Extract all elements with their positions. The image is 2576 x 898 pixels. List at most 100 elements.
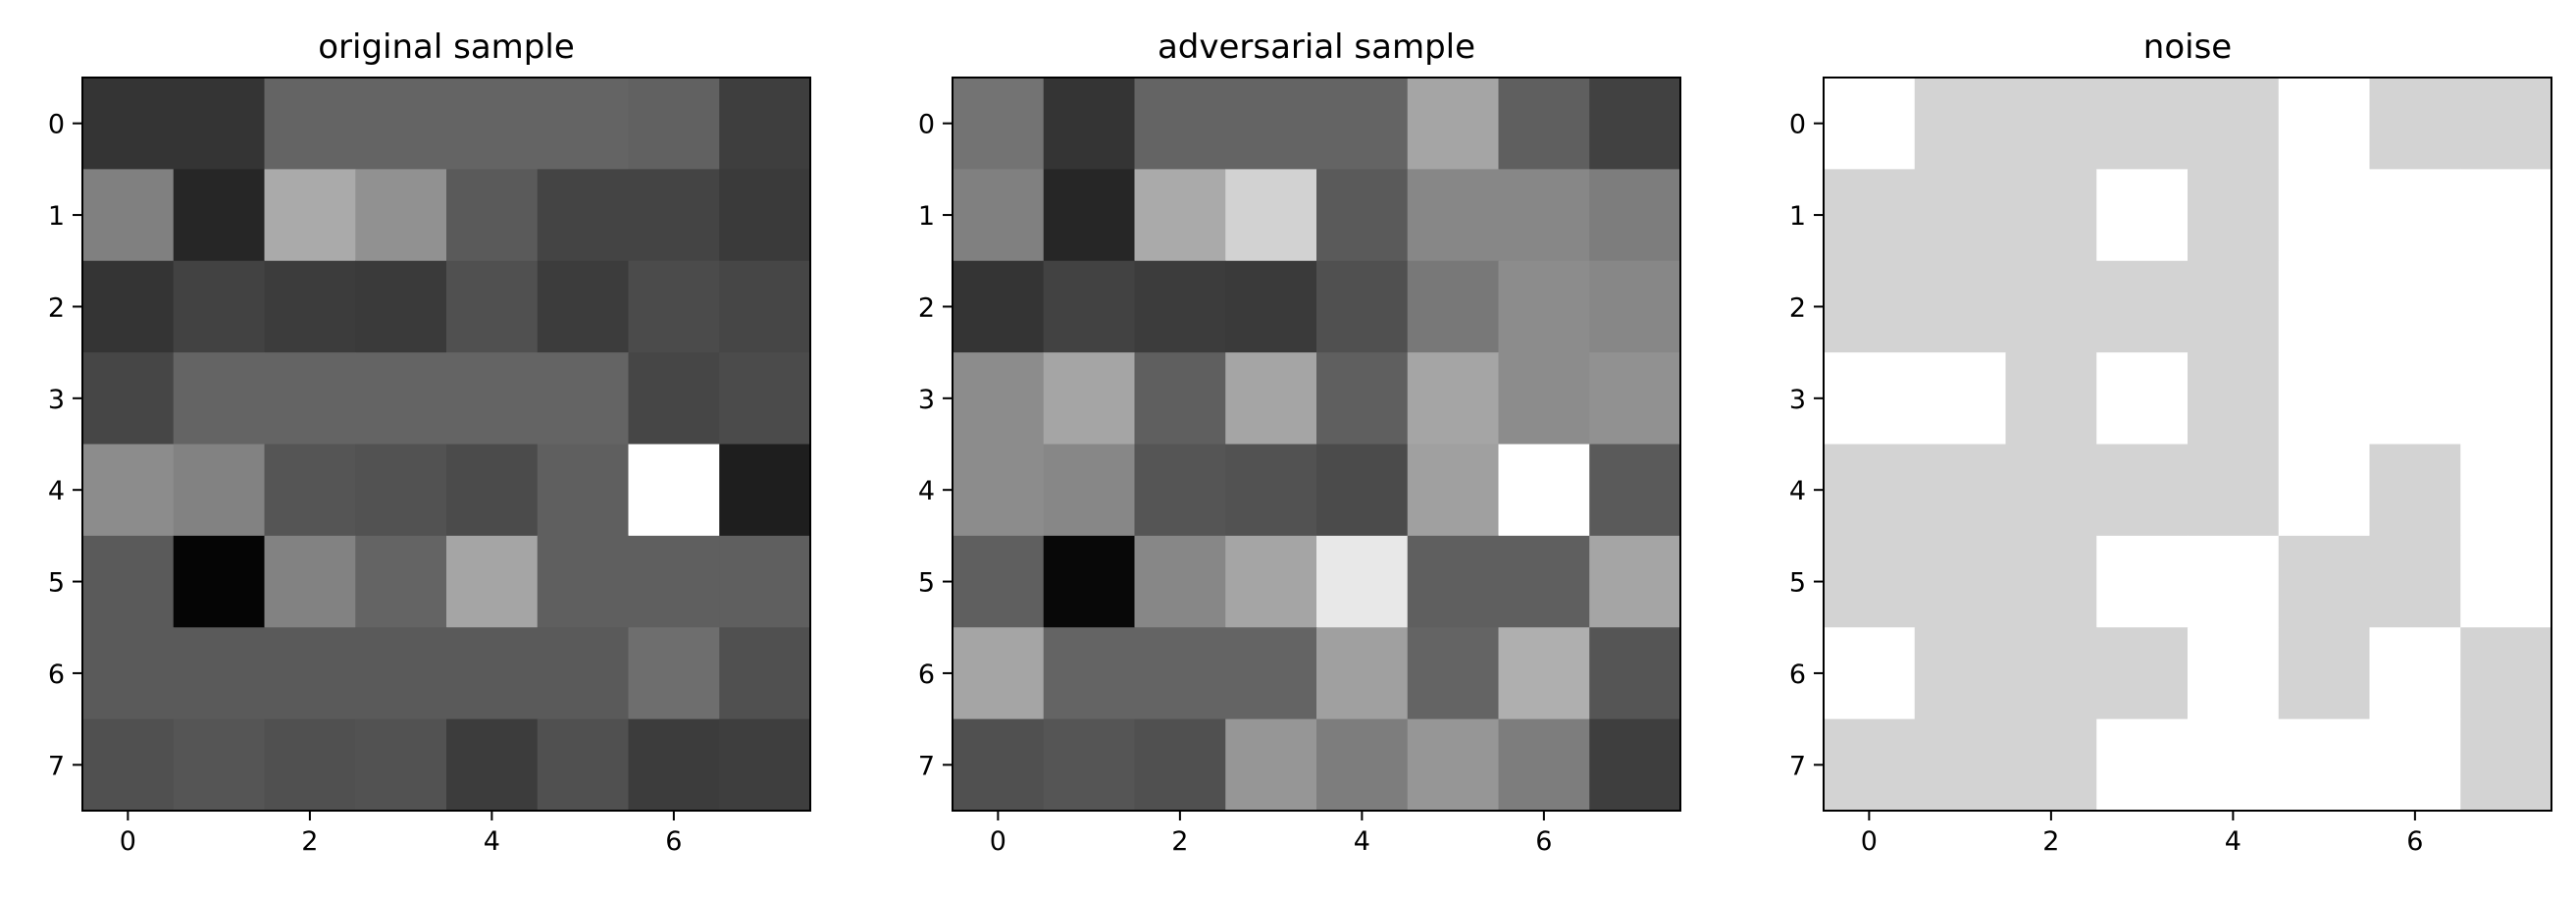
heatmap-cell xyxy=(2460,444,2552,537)
heatmap-cell xyxy=(953,169,1045,262)
heatmap-cell xyxy=(537,535,629,628)
y-tick-label: 4 xyxy=(918,476,935,506)
heatmap-cell xyxy=(1589,444,1681,537)
heatmap-cell xyxy=(1824,444,1916,537)
heatmap-cell xyxy=(628,627,720,720)
heatmap-cell xyxy=(1316,260,1409,353)
heatmap-cell xyxy=(1316,718,1409,812)
heatmap-cell xyxy=(446,78,539,170)
x-tick-label: 4 xyxy=(2225,826,2241,857)
heatmap-cell xyxy=(2369,718,2461,812)
heatmap-cell xyxy=(446,444,539,537)
heatmap-cell xyxy=(264,718,356,812)
heatmap-cell xyxy=(2188,260,2280,353)
heatmap-cell xyxy=(2369,260,2461,353)
heatmap-cell xyxy=(1316,352,1409,445)
heatmap-cell xyxy=(1134,169,1226,262)
heatmap-cell xyxy=(537,444,629,537)
heatmap-cell xyxy=(1824,78,1916,170)
heatmap-cell xyxy=(173,718,265,812)
axes-frame xyxy=(81,77,811,812)
heatmap-cell xyxy=(1134,352,1226,445)
y-tick-label: 7 xyxy=(1789,751,1806,781)
heatmap-cell xyxy=(2096,627,2189,720)
heatmap-cell xyxy=(355,260,447,353)
heatmap-cell xyxy=(1914,718,2006,812)
heatmap-cell xyxy=(173,352,265,445)
heatmap-cell xyxy=(1589,78,1681,170)
heatmap-cell xyxy=(264,169,356,262)
y-tick-label: 7 xyxy=(918,751,935,781)
heatmap-cell xyxy=(1134,444,1226,537)
heatmap-cell xyxy=(953,352,1045,445)
heatmap-cell xyxy=(628,169,720,262)
heatmap-cell xyxy=(953,627,1045,720)
heatmap-cell xyxy=(1407,444,1499,537)
heatmap-cell xyxy=(1589,535,1681,628)
heatmap-cell xyxy=(1043,260,1135,353)
heatmap-cell xyxy=(446,718,539,812)
heatmap-cell xyxy=(1824,627,1916,720)
y-tick-label: 4 xyxy=(48,476,65,506)
heatmap-cell xyxy=(2188,169,2280,262)
heatmap-cell xyxy=(1589,169,1681,262)
heatmap-cell xyxy=(1407,169,1499,262)
heatmap-cell xyxy=(719,627,811,720)
y-tick-label: 1 xyxy=(918,201,935,232)
heatmap-cell xyxy=(1589,352,1681,445)
heatmap-cell xyxy=(2188,352,2280,445)
y-tick-label: 0 xyxy=(918,110,935,140)
heatmap-cell xyxy=(537,352,629,445)
heatmap-cell xyxy=(2096,718,2189,812)
heatmap-cell xyxy=(264,260,356,353)
heatmap-cell xyxy=(264,78,356,170)
y-tick-label: 6 xyxy=(1789,660,1806,690)
heatmap-cell xyxy=(2188,78,2280,170)
y-tick-label: 2 xyxy=(1789,292,1806,323)
y-tick-label: 0 xyxy=(1789,110,1806,140)
y-tick-label: 3 xyxy=(918,385,935,415)
axes-frame xyxy=(952,77,1681,812)
heatmap-cell xyxy=(953,718,1045,812)
heatmap-cell xyxy=(2188,718,2280,812)
heatmap-cell xyxy=(1225,352,1317,445)
heatmap-cell xyxy=(1225,718,1317,812)
heatmap-cell xyxy=(1043,444,1135,537)
heatmap-cell xyxy=(264,444,356,537)
heatmap-cell xyxy=(82,444,175,537)
heatmap-cell xyxy=(1498,718,1590,812)
heatmap-cell xyxy=(719,444,811,537)
heatmap-cell xyxy=(173,260,265,353)
heatmap-cell xyxy=(1225,627,1317,720)
heatmap-cell xyxy=(2278,169,2370,262)
heatmap-cell xyxy=(2369,627,2461,720)
heatmap-cell xyxy=(1498,260,1590,353)
heatmap-cell xyxy=(2005,535,2097,628)
y-tick-label: 1 xyxy=(1789,201,1806,232)
heatmap-cell xyxy=(1043,535,1135,628)
heatmap-cell xyxy=(628,352,720,445)
heatmap-cell xyxy=(2005,718,2097,812)
heatmap-cell xyxy=(82,78,175,170)
y-tick-label: 7 xyxy=(48,751,65,781)
heatmap-cell xyxy=(2369,444,2461,537)
y-tick-label: 0 xyxy=(48,110,65,140)
heatmap-cell xyxy=(537,718,629,812)
heatmap-cell xyxy=(1407,352,1499,445)
heatmap-cell xyxy=(1407,627,1499,720)
x-tick-label: 2 xyxy=(301,826,318,857)
heatmap-cell xyxy=(1914,627,2006,720)
x-tick-label: 6 xyxy=(2406,826,2423,857)
heatmap-cell xyxy=(1043,352,1135,445)
heatmap-cell xyxy=(1134,78,1226,170)
heatmap-cell xyxy=(1225,444,1317,537)
heatmap-cell xyxy=(2369,78,2461,170)
x-tick-label: 0 xyxy=(120,826,136,857)
y-tick-label: 1 xyxy=(48,201,65,232)
heatmap-cell xyxy=(1316,535,1409,628)
heatmap-cell xyxy=(2460,352,2552,445)
y-tick-label: 5 xyxy=(48,568,65,599)
heatmap-cell xyxy=(2460,169,2552,262)
heatmap-cell xyxy=(1316,78,1409,170)
heatmap-cell xyxy=(719,78,811,170)
